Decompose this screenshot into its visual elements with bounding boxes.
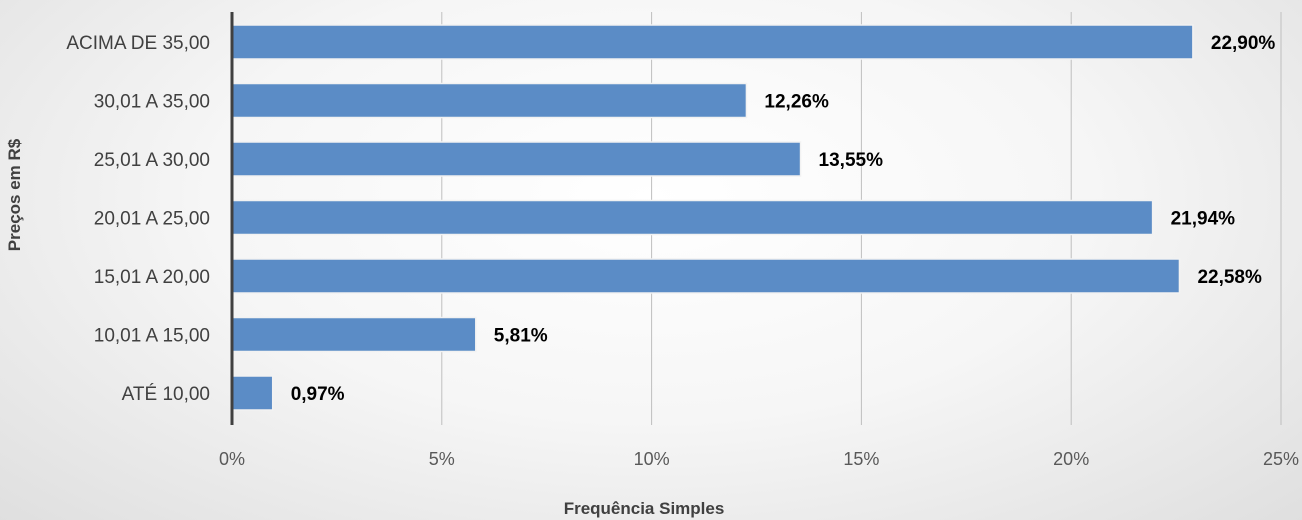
category-label: 10,01 A 15,00 (94, 326, 210, 347)
data-label: 0,97% (291, 384, 345, 405)
bar (231, 258, 1181, 294)
category-label: 25,01 A 30,00 (94, 150, 210, 171)
data-label: 21,94% (1171, 209, 1236, 230)
x-tick-label: 15% (843, 449, 879, 469)
category-label: ACIMA DE 35,00 (66, 33, 210, 54)
category-label: 15,01 A 20,00 (94, 267, 210, 288)
category-labels: ACIMA DE 35,00 30,01 A 35,00 25,01 A 30,00… (66, 33, 210, 405)
x-tick-label: 10% (634, 449, 670, 469)
x-tick-labels: 0% 5% 10% 15% 20% 25% (219, 449, 1299, 469)
data-label: 22,90% (1211, 33, 1276, 54)
bar (231, 316, 477, 353)
bar (231, 24, 1194, 60)
x-tick-label: 20% (1053, 449, 1089, 469)
bar (231, 141, 802, 177)
data-labels: 22,90% 12,26% 13,55% 21,94% 22,58% 5,81% 0,97% (291, 33, 1276, 405)
bar (231, 199, 1154, 236)
category-label: ATÉ 10,00 (122, 384, 210, 405)
data-label: 5,81% (494, 326, 548, 347)
bars (231, 24, 1194, 411)
category-label: 30,01 A 35,00 (94, 92, 210, 113)
x-tick-label: 0% (219, 449, 245, 469)
x-tick-label: 5% (429, 449, 455, 469)
data-label: 12,26% (764, 92, 829, 113)
category-label: 20,01 A 25,00 (94, 209, 210, 230)
bar (231, 375, 274, 411)
x-axis-title: Frequência Simples (564, 499, 725, 518)
bar (231, 82, 748, 119)
data-label: 22,58% (1197, 267, 1262, 288)
x-tick-label: 25% (1263, 449, 1299, 469)
y-axis-title: Preços em R$ (5, 138, 24, 251)
data-label: 13,55% (819, 150, 884, 171)
